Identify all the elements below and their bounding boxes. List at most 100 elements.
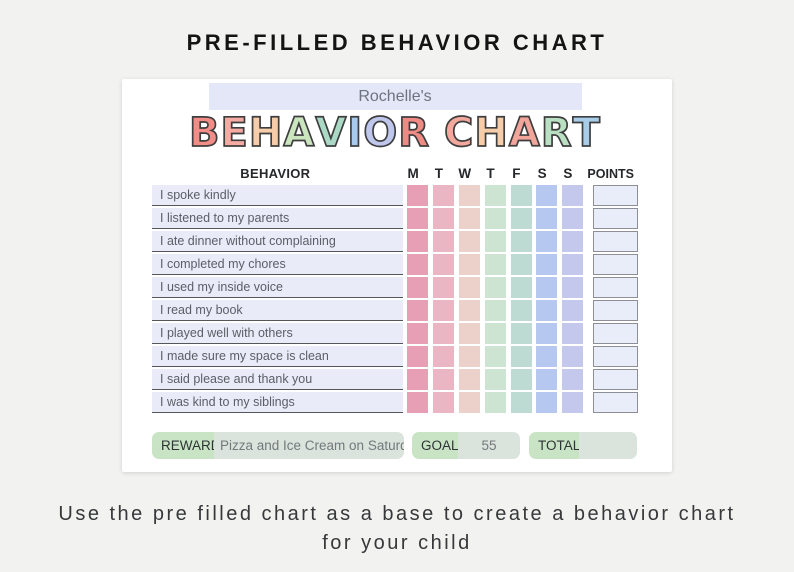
goal-pill: GOAL: 55 [412,432,520,459]
behavior-label: I ate dinner without complaining [152,231,404,252]
page-title: PRE-FILLED BEHAVIOR CHART [186,30,608,55]
table-row: I ate dinner without complaining [152,231,638,252]
chart-title-letter: A [508,109,541,157]
day-square [484,254,506,275]
total-pill: TOTAL: [529,432,637,459]
day-square [433,254,455,275]
table-row: I played well with others [152,323,638,344]
behavior-label: I listened to my parents [152,208,404,229]
points-box [593,208,638,229]
day-squares [407,392,584,413]
day-square [510,231,532,252]
day-square [433,208,455,229]
day-square [536,323,558,344]
day-square [407,323,429,344]
table-row: I listened to my parents [152,208,638,229]
goal-value: 55 [458,432,520,459]
child-name: Rochelle's [358,88,432,105]
day-squares [407,369,584,390]
day-square [562,300,584,321]
day-square [536,254,558,275]
day-header-label: F [512,166,521,181]
chart-title-letter [430,110,444,156]
day-squares [407,231,584,252]
day-square [407,231,429,252]
total-label: TOTAL: [529,432,584,459]
points-box [593,369,638,390]
day-header-label: T [486,166,495,181]
day-square [459,231,481,252]
caption-line-2: for your child [322,532,472,554]
day-square [536,392,558,413]
caption: Use the pre filled chart as a base to cr… [0,500,794,558]
day-squares [407,323,584,344]
chart-title-letter: R [397,109,431,157]
table-row: I used my inside voice [152,277,638,298]
chart-title-letter: O [362,109,399,157]
page: PRE-FILLED BEHAVIOR CHART Rochelle's BEH… [0,30,794,558]
behavior-label: I played well with others [152,323,404,344]
day-square [484,369,506,390]
points-box [593,277,638,298]
day-square [536,185,558,206]
chart-title-letter: B [188,109,221,157]
day-square [459,323,481,344]
day-square [407,369,429,390]
day-square [510,277,532,298]
day-square [459,392,481,413]
table-row: I completed my chores [152,254,638,275]
table-row: I read my book [152,300,638,321]
day-square [407,277,429,298]
day-square [407,254,429,275]
chart-title: BEHAVIOR CHART [152,109,638,157]
day-square [459,277,481,298]
reward-value: Pizza and Ice Cream on Saturday [214,432,404,459]
day-square [510,369,532,390]
day-squares [407,346,584,367]
day-square [459,185,481,206]
points-column-header: POINTS [587,167,634,181]
behavior-column-header: BEHAVIOR [240,166,311,181]
day-square [562,208,584,229]
day-square [536,346,558,367]
day-squares [407,185,584,206]
points-box [593,300,638,321]
points-box [593,392,638,413]
behavior-label: I made sure my space is clean [152,346,404,367]
table-row: I made sure my space is clean [152,346,638,367]
day-square [536,369,558,390]
day-square [459,208,481,229]
day-square [459,369,481,390]
chart-title-letter: T [572,109,601,157]
behavior-label: I used my inside voice [152,277,404,298]
behavior-label: I read my book [152,300,404,321]
day-square [433,277,455,298]
day-squares [407,208,584,229]
day-square [407,300,429,321]
points-box [593,346,638,367]
day-square [484,208,506,229]
day-square [536,208,558,229]
chart-title-letter: A [283,109,316,157]
goal-label: GOAL: [412,432,462,459]
day-square [459,254,481,275]
day-square [484,231,506,252]
day-square [510,208,532,229]
day-square [562,277,584,298]
day-square [562,369,584,390]
day-square [484,300,506,321]
reward-label: REWARD: [152,432,224,459]
day-square [433,346,455,367]
reward-pill: REWARD: Pizza and Ice Cream on Saturday [152,432,404,459]
day-square [459,346,481,367]
points-box [593,185,638,206]
day-square [484,323,506,344]
chart-footer: REWARD: Pizza and Ice Cream on Saturday … [152,432,638,459]
chart-title-letter: R [540,109,573,157]
caption-line-1: Use the pre filled chart as a base to cr… [58,503,736,525]
day-square [484,392,506,413]
